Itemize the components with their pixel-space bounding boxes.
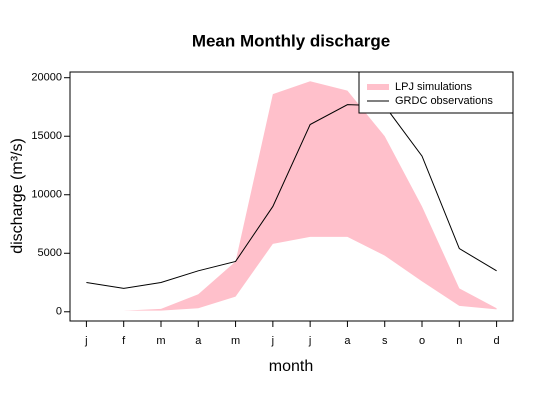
x-tick-label: n	[456, 335, 462, 347]
x-tick-label: f	[122, 335, 126, 347]
x-tick-label: j	[84, 335, 87, 347]
y-axis-label: discharge (m³/s)	[9, 138, 26, 254]
simulation-band	[86, 81, 497, 311]
legend-label: LPJ simulations	[395, 81, 473, 93]
chart-title: Mean Monthly discharge	[192, 31, 390, 50]
x-axis-label: month	[269, 358, 313, 375]
x-tick-label: j	[271, 335, 274, 347]
x-tick-label: d	[494, 335, 500, 347]
x-tick-label: m	[231, 335, 240, 347]
x-tick-label: a	[195, 335, 202, 347]
y-tick-label: 15000	[31, 130, 62, 142]
legend-label: GRDC observations	[395, 95, 493, 107]
x-tick-label: o	[419, 335, 425, 347]
y-tick-label: 0	[56, 306, 62, 318]
x-tick-label: j	[308, 335, 311, 347]
y-tick-label: 5000	[38, 247, 62, 259]
observation-line	[86, 104, 497, 289]
x-tick-label: m	[156, 335, 165, 347]
y-tick-label: 20000	[31, 72, 62, 84]
x-tick-label: s	[382, 335, 388, 347]
plot-frame	[69, 71, 514, 322]
x-tick-label: a	[344, 335, 351, 347]
y-tick-label: 10000	[31, 189, 62, 201]
legend-box	[358, 71, 514, 114]
